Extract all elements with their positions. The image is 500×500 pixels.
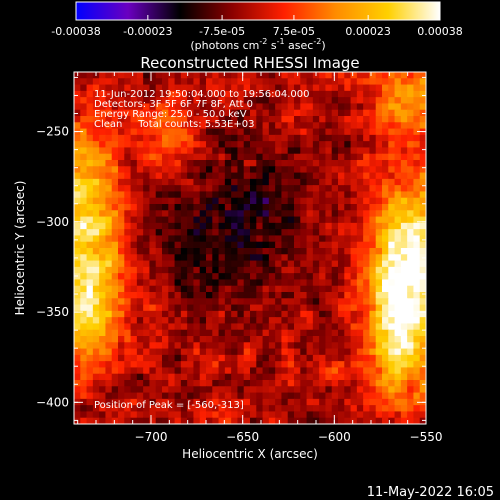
annotation-block: 11-Jun-2012 19:50:04.000 to 19:56:04.000…	[94, 89, 310, 130]
annotation-detectors: Detectors: 3F 5F 6F 7F 8F, Att 0	[94, 99, 253, 110]
y-axis-label: Heliocentric Y (arcsec)	[13, 181, 27, 316]
x-axis-label: Heliocentric X (arcsec)	[182, 447, 318, 461]
y-tick-label: −300	[36, 215, 69, 229]
x-tick-label: −650	[226, 430, 259, 444]
colorbar-tick-label: 0.00023	[345, 25, 391, 38]
colorbar: -0.00038 -0.00023 -7.5e-05 7.5e-05 0.00023 0.…	[51, 1, 463, 52]
colorbar-tick-label: 0.00038	[417, 25, 463, 38]
annotation-energy-range: Energy Range: 25.0 - 50.0 keV	[94, 109, 247, 120]
plot-frame	[73, 71, 427, 425]
y-tick-label: −350	[36, 305, 69, 319]
colorbar-tick-label: -0.00023	[123, 25, 172, 38]
colorbar-unit-label: (photons cm-2 s-1 asec-2)	[190, 37, 325, 52]
y-tick-label: −400	[36, 395, 69, 409]
peak-position-label: Position of Peak = [-560,-313]	[94, 400, 244, 411]
colorbar-ticks: -0.00038 -0.00023 -7.5e-05 7.5e-05 0.00023 0.…	[51, 15, 463, 38]
axis-ticks: −700 −650 −600 −550 −400 −350 −300 −250	[36, 72, 442, 444]
x-tick-label: −550	[410, 430, 443, 444]
x-tick-label: −700	[135, 430, 168, 444]
colorbar-gradient	[75, 1, 441, 21]
heatmap-image	[74, 72, 426, 424]
colorbar-tick-label: -7.5e-05	[199, 25, 245, 38]
annotation-counts: Clean Total counts: 5.53E+03	[94, 119, 254, 130]
x-tick-label: −600	[318, 430, 351, 444]
footer-timestamp: 11-May-2022 16:05	[367, 485, 494, 500]
chart-title: Reconstructed RHESSI Image	[140, 54, 359, 72]
colorbar-tick-label: -0.00038	[51, 25, 100, 38]
annotation-time-range: 11-Jun-2012 19:50:04.000 to 19:56:04.000	[94, 89, 310, 100]
y-tick-label: −250	[36, 125, 69, 139]
colorbar-tick-label: 7.5e-05	[273, 25, 315, 38]
